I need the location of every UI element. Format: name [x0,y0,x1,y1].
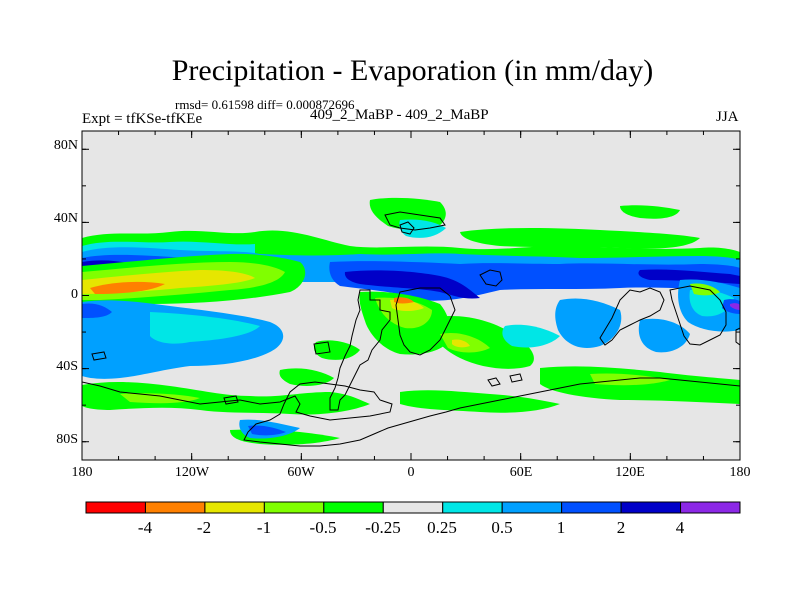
contour-darkblue-north-east [344,270,480,299]
y-label-40s: 40S [56,359,78,374]
colorbar-swatch [561,501,622,514]
contour-purple-west-pacific [730,303,740,310]
x-label-60w: 60W [287,465,315,480]
precip-field [82,197,740,445]
contour-orange-atlantic [394,297,414,304]
colorbar-swatch [680,501,741,514]
colorbar-label-10: 4 [675,518,685,537]
colorbar-swatch [323,501,384,514]
colorbar-label-1: -4 [137,518,153,537]
coast-maritime [599,287,665,346]
x-label-120w: 120W [174,465,210,480]
colorbar-swatch [204,501,265,514]
colorbar-label-7: 0.5 [491,518,513,537]
coastlines [82,211,740,447]
contour-orange-equator [90,281,165,294]
colorbar-swatch [144,501,206,514]
coast-south-america [329,289,391,411]
coast-small-3 [223,395,239,405]
coast-small-2 [313,341,331,355]
y-label-0: 0 [71,287,78,302]
colorbar-swatch [501,501,563,514]
coast-africa [395,287,456,356]
contour-cyan-pacific-east [689,289,734,317]
contour-green-siberia [620,205,680,219]
coast-islands-east [735,327,740,346]
experiment-names: 409_2_MaBP - 409_2_MaBP [310,107,489,123]
experiment-label: Expt = tfKSe-tfKEe [82,111,203,127]
contour-lightblue-east-ind [555,298,622,349]
plot-title: Precipitation - Evaporation (in mm/day) [171,54,654,87]
colorbar-swatch [442,501,503,514]
colorbar-label-6: 0.25 [427,518,457,537]
colorbar-swatch [263,501,325,514]
contour-yellowgreen-south-1 [120,393,200,404]
stats-text: rmsd= 0.61598 diff= 0.000872696 [175,97,355,112]
coast-australia [669,285,727,346]
contour-blue-north-east [329,261,740,301]
x-label-180e: 180 [729,465,751,480]
y-label-80s: 80S [56,432,78,447]
colorbar [85,501,741,514]
contour-blue-south-pacific [82,303,112,318]
contour-green-south-3 [400,390,560,413]
y-label-40n: 40N [53,211,78,226]
contour-blue-antarctic [248,425,286,436]
coast-asia-islands [479,269,503,287]
contour-lightblue-ind [638,318,690,353]
coast-small-1 [91,351,107,361]
contour-yellow-south-atlantic [452,339,470,348]
colorbar-label-4: -0.5 [309,518,337,537]
contour-cyan-south-pacific [150,312,260,344]
coast-greenland [399,221,415,235]
colorbar-label-3: -1 [256,518,272,537]
y-label-80n: 80N [53,138,78,153]
x-label-60e: 60E [509,465,533,480]
colorbar-swatch [85,501,146,514]
x-label-120e: 120E [615,465,645,480]
coast-sw-africa [487,377,501,387]
colorbar-label-9: 2 [616,518,626,537]
coast-europe [384,211,446,231]
contour-green-sw-atlantic [314,340,360,360]
colorbar-label-2: -2 [196,518,212,537]
x-label-180w: 180 [71,465,93,480]
colorbar-label-8: 1 [556,518,566,537]
axis-ticks [81,131,741,460]
season-label: JJA [716,109,739,125]
contour-green-south-2 [540,366,740,404]
coast-antarctica [82,377,740,447]
contour-green-andes [279,368,334,386]
contour-green-south-1 [82,382,370,415]
x-label-0: 0 [407,465,415,480]
colorbar-label-5: -0.25 [365,518,401,537]
colorbar-swatch [382,501,444,514]
contour-cyan-ind [502,324,560,348]
contour-darkblue-north-far-east [638,269,740,284]
colorbar-swatch [620,501,682,514]
coast-small-4 [509,373,523,383]
contour-green-asia [460,228,700,249]
